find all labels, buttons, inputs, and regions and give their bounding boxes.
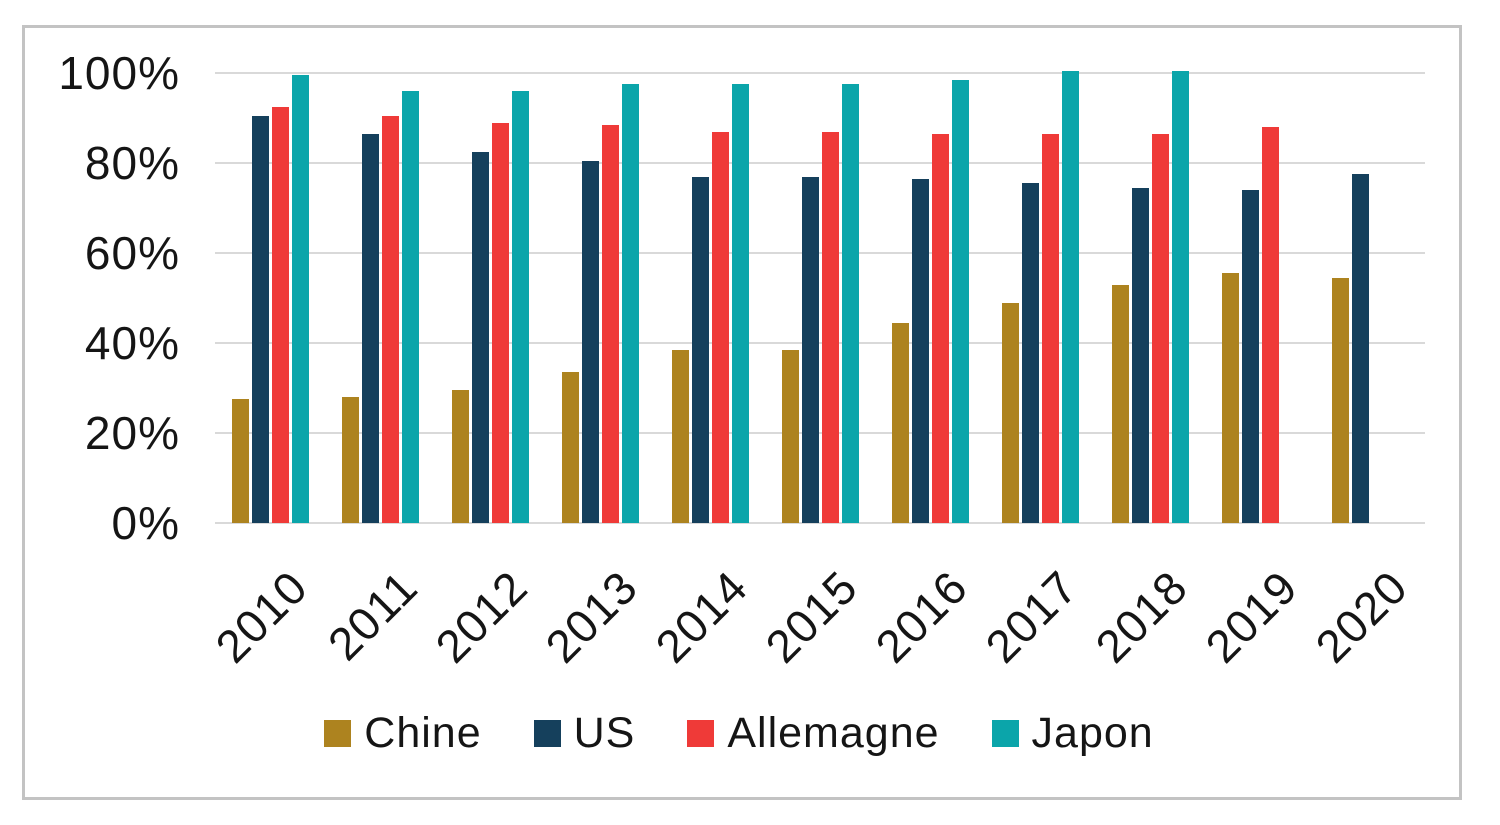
bar-japon-2012 <box>511 91 529 523</box>
bar-chine-2014 <box>671 349 689 523</box>
bar-us-2019 <box>1241 190 1259 523</box>
legend-item-allemagne: Allemagne <box>687 712 939 755</box>
gridline-20 <box>215 432 1425 434</box>
bar-chine-2018 <box>1111 284 1129 523</box>
bar-group-2013 <box>545 73 655 523</box>
bar-allemagne-2014 <box>711 131 729 523</box>
bar-japon-2018 <box>1171 70 1189 523</box>
bar-allemagne-2019 <box>1261 127 1279 523</box>
legend-swatch-chine <box>324 720 352 747</box>
gridline-0 <box>215 522 1425 524</box>
bar-japon-2016 <box>951 79 969 523</box>
bar-group-2020 <box>1315 73 1425 523</box>
bar-us-2016 <box>911 178 929 523</box>
bar-group-2014 <box>655 73 765 523</box>
bar-allemagne-2011 <box>381 115 399 523</box>
bar-group-2016 <box>875 73 985 523</box>
bar-us-2014 <box>691 176 709 523</box>
bar-group-2018 <box>1095 70 1205 523</box>
y-axis-label-60: 60% <box>84 227 180 279</box>
bar-allemagne-2017 <box>1041 133 1059 523</box>
gridline-40 <box>215 342 1425 344</box>
bar-allemagne-2010 <box>271 106 289 523</box>
bar-chine-2012 <box>451 390 469 523</box>
bar-chine-2016 <box>891 322 909 523</box>
legend-swatch-japon <box>991 720 1019 747</box>
bar-group-2019 <box>1205 73 1315 523</box>
bar-chine-2019 <box>1221 273 1239 523</box>
legend-label-us: US <box>573 709 636 757</box>
gridline-80 <box>215 162 1425 164</box>
bar-japon-2011 <box>401 91 419 523</box>
bar-japon-2013 <box>621 84 639 523</box>
y-axis-label-0: 0% <box>111 497 180 549</box>
bar-groups <box>215 70 1425 523</box>
bar-allemagne-2016 <box>931 133 949 523</box>
y-axis-label-20: 20% <box>84 407 180 459</box>
y-axis-label-100: 100% <box>58 47 180 99</box>
bar-chine-2020 <box>1331 277 1349 523</box>
bar-chine-2017 <box>1001 302 1019 523</box>
legend-swatch-us <box>533 720 561 747</box>
legend-label-japon: Japon <box>1031 709 1154 757</box>
legend-label-allemagne: Allemagne <box>727 709 940 757</box>
bar-japon-2014 <box>731 84 749 523</box>
y-axis-label-40: 40% <box>84 317 180 369</box>
bar-allemagne-2018 <box>1151 133 1169 523</box>
legend: Chine US Allemagne Japon <box>22 712 1456 755</box>
bar-chine-2010 <box>231 399 249 523</box>
bar-us-2015 <box>801 176 819 523</box>
bar-allemagne-2013 <box>601 124 619 523</box>
bar-allemagne-2012 <box>491 122 509 523</box>
bar-japon-2015 <box>841 84 859 523</box>
bar-us-2017 <box>1021 183 1039 523</box>
bar-us-2020 <box>1351 174 1369 523</box>
bar-group-2012 <box>435 73 545 523</box>
bar-chine-2011 <box>341 397 359 523</box>
bar-japon-2017 <box>1061 70 1079 523</box>
bar-chine-2015 <box>781 349 799 523</box>
bar-group-2011 <box>325 73 435 523</box>
bar-us-2011 <box>361 133 379 523</box>
y-axis-label-80: 80% <box>84 137 180 189</box>
legend-item-chine: Chine <box>324 712 481 755</box>
bar-group-2015 <box>765 73 875 523</box>
bar-japon-2010 <box>291 75 309 523</box>
bar-group-2017 <box>985 70 1095 523</box>
bar-group-2010 <box>215 73 325 523</box>
legend-swatch-allemagne <box>687 720 715 747</box>
bar-us-2013 <box>581 160 599 523</box>
legend-label-chine: Chine <box>364 709 482 757</box>
bar-allemagne-2015 <box>821 131 839 523</box>
bar-us-2010 <box>251 115 269 523</box>
bar-chine-2013 <box>561 372 579 523</box>
gridline-60 <box>215 252 1425 254</box>
legend-item-us: US <box>533 709 636 757</box>
bar-us-2012 <box>471 151 489 523</box>
bar-us-2018 <box>1131 187 1149 523</box>
gridline-100 <box>215 72 1425 74</box>
legend-item-japon: Japon <box>991 709 1154 757</box>
